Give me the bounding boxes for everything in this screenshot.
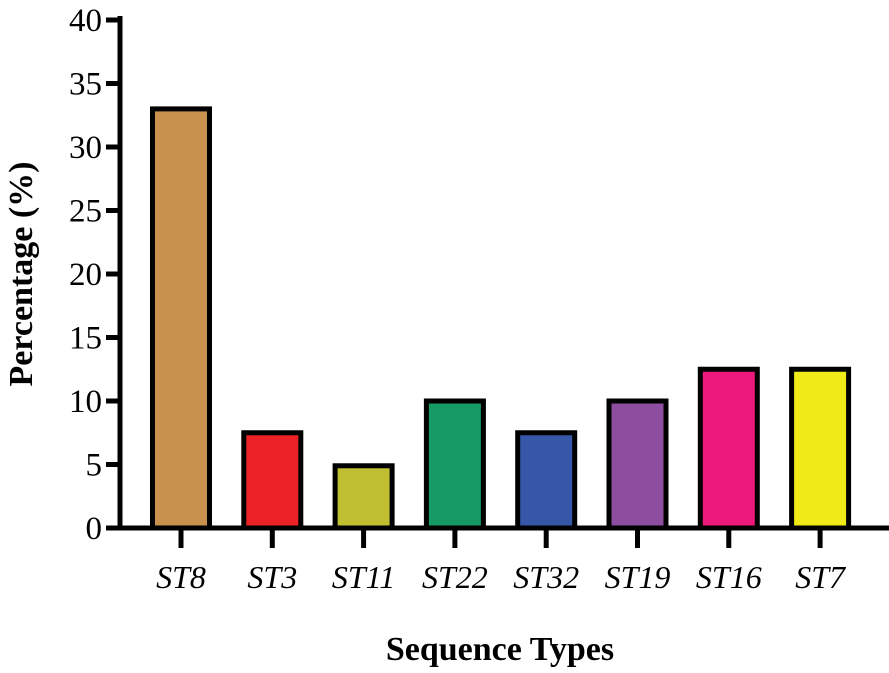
x-axis-title: Sequence Types: [386, 631, 614, 668]
x-tick-label: ST32: [513, 559, 579, 595]
y-tick-label: 10: [69, 384, 102, 420]
y-tick-label: 5: [86, 448, 103, 484]
bar-st32: [515, 430, 578, 531]
x-tick-label: ST11: [332, 559, 395, 595]
bar-st16: [697, 366, 760, 531]
y-tick-label: 35: [69, 67, 102, 103]
x-tick-label: ST8: [156, 559, 206, 595]
x-tick-label: ST16: [696, 559, 762, 595]
x-axis-ticks: ST8 ST3 ST11 ST22 ST32 ST19 ST16 ST7: [156, 528, 847, 595]
y-tick-label: 0: [86, 511, 103, 547]
bars: [150, 106, 852, 531]
y-tick-label: 20: [69, 257, 102, 293]
y-tick-label: 40: [69, 3, 102, 39]
x-tick-label: ST22: [422, 559, 488, 595]
bar-st8: [150, 106, 212, 531]
bar-st19: [606, 398, 669, 531]
bar-st3: [241, 430, 304, 531]
bar-st11: [332, 463, 395, 531]
bar-st22: [423, 398, 486, 531]
y-tick-label: 15: [69, 321, 102, 357]
y-tick-label: 25: [69, 194, 102, 230]
y-axis-title: Percentage (%): [3, 162, 40, 387]
y-tick-label: 30: [69, 130, 102, 166]
x-tick-label: ST3: [247, 559, 297, 595]
y-axis-ticks: 0 5 10 15 20 25 30 35 40: [69, 3, 120, 547]
bar-st7: [789, 366, 852, 531]
x-tick-label: ST7: [795, 559, 847, 595]
x-tick-label: ST19: [605, 559, 671, 595]
